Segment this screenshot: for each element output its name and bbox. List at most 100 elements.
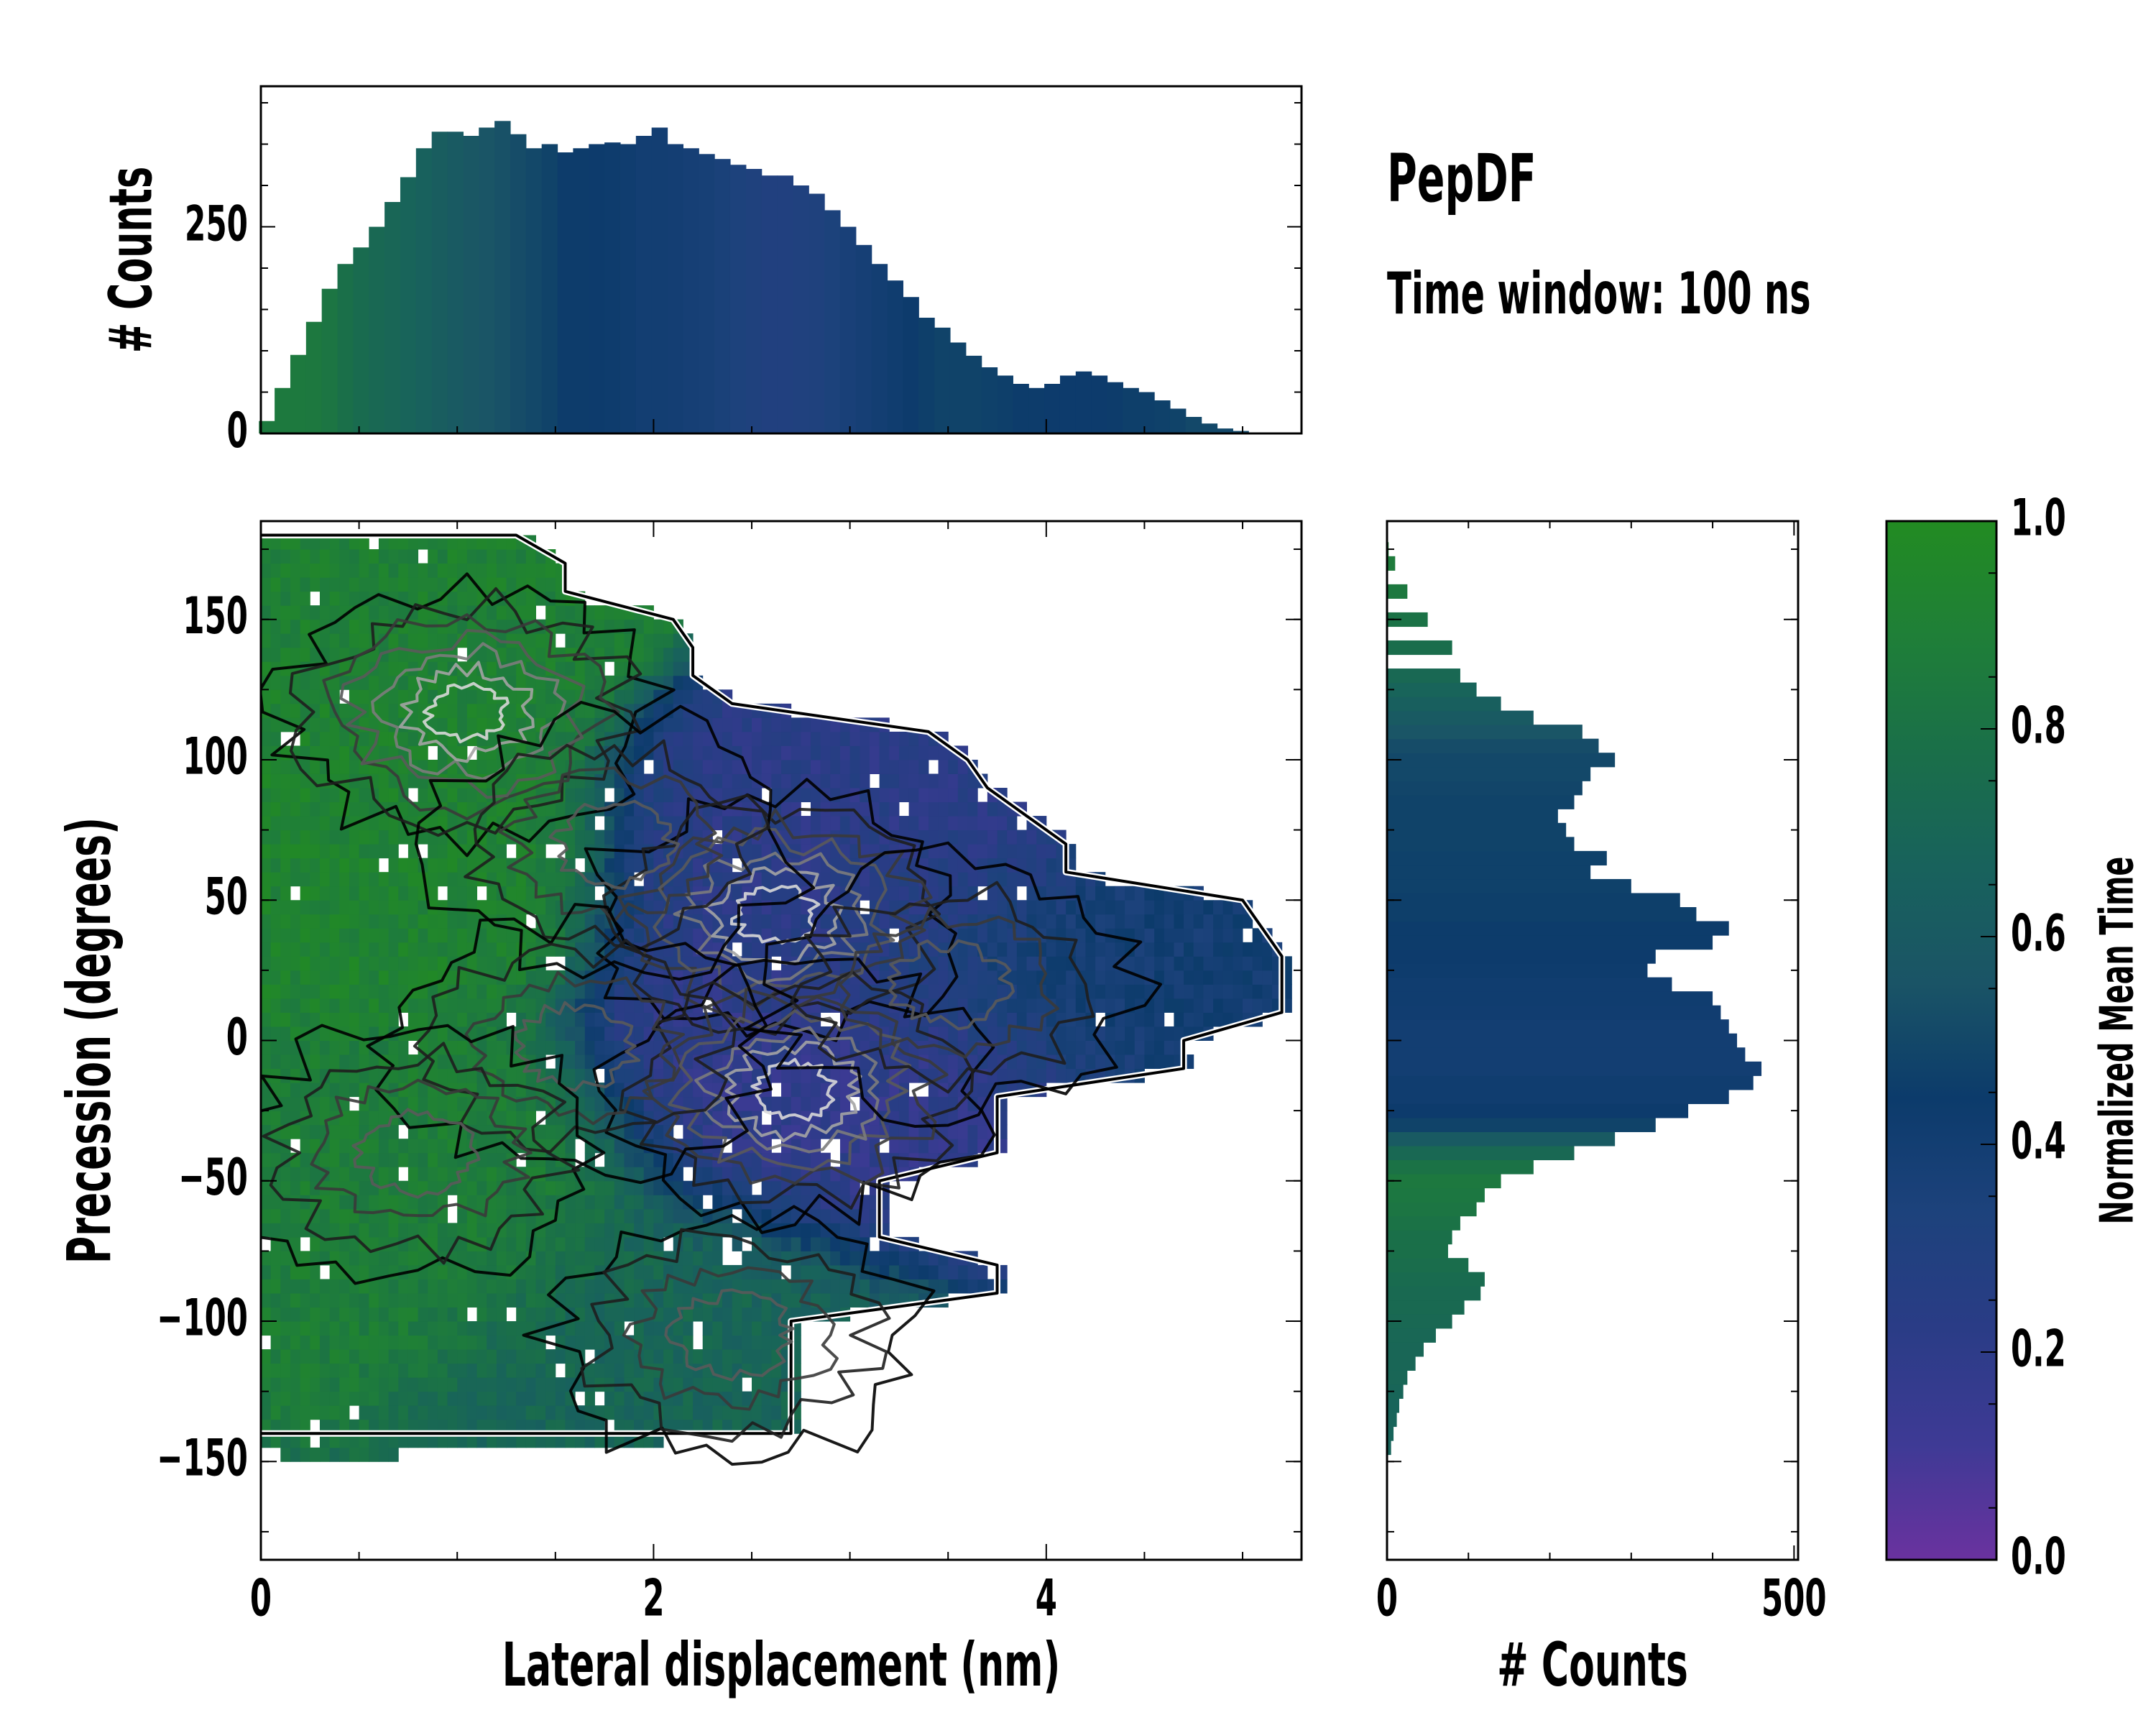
heatmap-cell-2441 xyxy=(437,956,448,971)
heatmap-cell-3483 xyxy=(879,801,890,817)
heatmap-cell-239 xyxy=(525,1377,536,1392)
heatmap-cell-3695 xyxy=(791,759,801,774)
heatmap-cell-745 xyxy=(889,1264,900,1279)
heatmap-cell-890 xyxy=(280,1223,291,1238)
heatmap-cell-2611 xyxy=(1115,942,1125,957)
heatmap-cell-2610 xyxy=(1105,942,1115,957)
heatmap-cell-3138 xyxy=(614,858,625,873)
y-hist-bar-47 xyxy=(1387,781,1583,796)
heatmap-outline xyxy=(261,533,1284,1435)
heatmap-cell-237 xyxy=(506,1377,517,1392)
heatmap-cell-724 xyxy=(673,1264,683,1279)
x-hist-bar-56 xyxy=(1138,392,1155,433)
heatmap-cell-3057 xyxy=(643,872,654,887)
heatmap-cell-1655 xyxy=(407,1068,419,1083)
heatmap-cell-3431 xyxy=(359,801,369,817)
heatmap-cell-2200 xyxy=(1164,998,1174,1013)
heatmap-cell-39 xyxy=(535,1433,546,1448)
heatmap-cell-2427 xyxy=(300,956,310,971)
heatmap-cell-56 xyxy=(300,1419,310,1434)
heatmap-cell-1104 xyxy=(535,1180,546,1195)
heatmap-cell-4139 xyxy=(614,647,625,662)
y-hist-bar-37 xyxy=(1387,921,1729,936)
heatmap-cell-653 xyxy=(712,1279,723,1294)
heatmap-cell-36 xyxy=(506,1433,517,1448)
heatmap-cell-2213 xyxy=(261,984,272,999)
heatmap-cell-1675 xyxy=(614,1068,625,1083)
x-hist-bar-8 xyxy=(384,202,401,433)
heatmap-cell-504 xyxy=(525,1307,536,1322)
heatmap-cell-1503 xyxy=(407,1096,419,1111)
heatmap-cell-130 xyxy=(516,1405,527,1420)
heatmap-cell-200 xyxy=(683,1391,694,1406)
heatmap-cell-2185 xyxy=(1016,998,1028,1013)
heatmap-cell-2661 xyxy=(584,928,595,943)
heatmap-cell-290 xyxy=(496,1363,507,1378)
heatmap-cell-3346 xyxy=(290,816,301,831)
heatmap-cell-4346 xyxy=(369,563,379,578)
heatmap-cell-85 xyxy=(594,1419,605,1434)
heatmap-cell-3978 xyxy=(359,689,369,704)
heatmap-cell-2616 xyxy=(1164,942,1174,957)
density-contour-28 xyxy=(548,799,681,891)
y-hist-bar-22 xyxy=(1387,1131,1616,1146)
heatmap-cell-507 xyxy=(555,1307,566,1322)
heatmap-cell-506 xyxy=(545,1307,556,1322)
heatmap-cell-954 xyxy=(280,1208,291,1223)
heatmap-cell-3121 xyxy=(437,858,448,873)
heatmap-cell-2181 xyxy=(977,998,988,1013)
heatmap-cell-2587 xyxy=(879,942,890,957)
heatmap-cell-4418 xyxy=(496,535,507,550)
heatmap-cell-2622 xyxy=(1222,942,1233,957)
heatmap-cell-301 xyxy=(614,1363,625,1378)
heatmap-cell-3276 xyxy=(398,829,409,845)
heatmap-cell-118 xyxy=(398,1405,409,1420)
heatmap-cell-82 xyxy=(565,1419,576,1434)
heatmap-cell-2727 xyxy=(1252,928,1263,943)
heatmap-cell-4177 xyxy=(565,633,576,648)
heatmap-cell-2194 xyxy=(1105,998,1115,1013)
heatmap-cell-4315 xyxy=(369,577,379,592)
heatmap-cell-4017 xyxy=(270,675,281,690)
heatmap-cell-710 xyxy=(535,1264,546,1279)
heatmap-cell-876 xyxy=(791,1236,801,1251)
heatmap-cell-4353 xyxy=(437,563,448,578)
heatmap-cell-3490 xyxy=(957,801,969,817)
heatmap-cell-769 xyxy=(388,1251,399,1266)
heatmap-cell-1311 xyxy=(663,1139,674,1154)
heatmap-cell-689 xyxy=(329,1264,340,1279)
heatmap-cell-35 xyxy=(496,1433,507,1448)
heatmap-cell-719 xyxy=(624,1264,635,1279)
x-hist-bar-15 xyxy=(494,121,511,434)
heatmap-cell-2280 xyxy=(918,984,929,999)
heatmap-cell-638 xyxy=(565,1279,576,1294)
heatmap-cell-2402 xyxy=(1085,970,1096,985)
heatmap-cell-2929 xyxy=(261,886,272,901)
heatmap-cell-3000 xyxy=(1007,886,1018,901)
heatmap-cell-746 xyxy=(898,1264,910,1279)
heatmap-cell-1306 xyxy=(614,1139,625,1154)
heatmap-cell-1277 xyxy=(319,1139,331,1154)
heatmap-cell-3768 xyxy=(820,745,831,760)
heatmap-cell-1238 xyxy=(634,1152,645,1167)
heatmap-cell-610 xyxy=(290,1279,301,1294)
heatmap-cell-1716 xyxy=(1016,1068,1028,1083)
heatmap-cell-1836 xyxy=(388,1040,399,1055)
heatmap-cell-1290 xyxy=(447,1139,458,1154)
heatmap-cell-2307 xyxy=(1184,984,1194,999)
heatmap-cell-458 xyxy=(575,1321,586,1336)
heatmap-cell-3027 xyxy=(339,872,350,887)
heatmap-cell-3408 xyxy=(908,816,919,831)
heatmap-cell-2750 xyxy=(466,914,478,929)
heatmap-cell-2453 xyxy=(575,956,586,971)
heatmap-cell-3200 xyxy=(437,844,448,859)
heatmap-ytick-label-6: 150 xyxy=(183,587,248,645)
heatmap-cell-2080 xyxy=(957,1012,969,1027)
heatmap-cell-1054 xyxy=(663,1195,674,1210)
heatmap-cell-3256 xyxy=(1016,844,1028,859)
heatmap-cell-4384 xyxy=(447,549,458,564)
heatmap-cell-1947 xyxy=(565,1026,576,1041)
heatmap-cell-1717 xyxy=(1026,1068,1037,1083)
heatmap-cell-569 xyxy=(575,1292,586,1308)
heatmap-cell-1276 xyxy=(310,1139,321,1154)
